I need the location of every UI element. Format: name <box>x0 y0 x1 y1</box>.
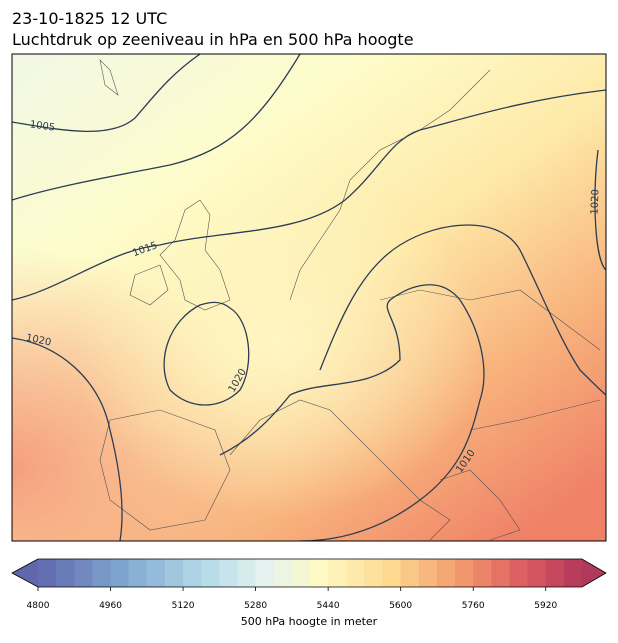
title: 23-10-1825 12 UTC <box>12 9 167 28</box>
colorbar-segment <box>273 559 293 587</box>
colorbar-segment <box>364 559 384 587</box>
isobars <box>12 54 606 541</box>
coastlines <box>99 59 601 541</box>
contour-label: 1005 <box>29 119 56 133</box>
contour-label: 1020 <box>590 189 602 215</box>
colorbar-tick-label: 4960 <box>99 601 122 611</box>
colorbar-segment <box>92 559 112 587</box>
colorbar-segment <box>491 559 510 587</box>
colorbar-segment <box>201 559 220 587</box>
subtitle: Luchtdruk op zeeniveau in hPa en 500 hPa… <box>12 30 414 49</box>
colorbar: 4800 4960 5120 5280 5440 5600 5760 5920 <box>11 558 607 611</box>
colorbar-segment <box>183 559 202 587</box>
colorbar-segment <box>74 559 93 587</box>
colorbar-segment <box>455 559 474 587</box>
colorbar-segment <box>255 559 275 587</box>
colorbar-label: 500 hPa hoogte in meter <box>241 615 378 628</box>
colorbar-segment <box>237 559 257 587</box>
colorbar-tick-label: 5280 <box>244 601 267 611</box>
colorbar-segment <box>382 559 402 587</box>
colorbar-segment <box>436 559 456 587</box>
colorbar-segment <box>146 559 166 587</box>
map-area: 1005 1020 1015 1020 1020 1010 <box>12 54 606 541</box>
colorbar-tick-label: 5760 <box>462 601 485 611</box>
colorbar-tick-label: 5120 <box>172 601 195 611</box>
colorbar-segment <box>418 559 438 587</box>
colorbar-outline <box>11 558 607 588</box>
contour-label: 1020 <box>25 333 52 349</box>
colorbar-tick-label: 4800 <box>27 601 50 611</box>
colorbar-segment <box>310 559 329 587</box>
colorbar-segment <box>56 559 75 587</box>
colorbar-extend-low <box>12 559 38 587</box>
map-frame <box>11 53 607 542</box>
colorbar-segment <box>346 559 365 587</box>
colorbar-tick-label: 5600 <box>389 601 412 611</box>
colorbar-extend-high <box>582 559 606 587</box>
colorbar-segment <box>219 559 238 587</box>
colorbar-segment <box>509 559 529 587</box>
colorbar-segment <box>128 559 148 587</box>
colorbar-segment <box>473 559 492 587</box>
colorbar-segment <box>38 559 57 587</box>
colorbar-segment <box>563 559 583 587</box>
colorbar-segment <box>110 559 130 587</box>
colorbar-tick-label: 5920 <box>534 601 557 611</box>
colorbar-segment <box>164 559 184 587</box>
colorbar-segment <box>400 559 420 587</box>
colorbar-tick-label: 5440 <box>317 601 340 611</box>
colorbar-segment <box>291 559 311 587</box>
colorbar-segment <box>328 559 347 587</box>
colorbar-segment <box>527 559 547 587</box>
colorbar-segment <box>545 559 565 587</box>
